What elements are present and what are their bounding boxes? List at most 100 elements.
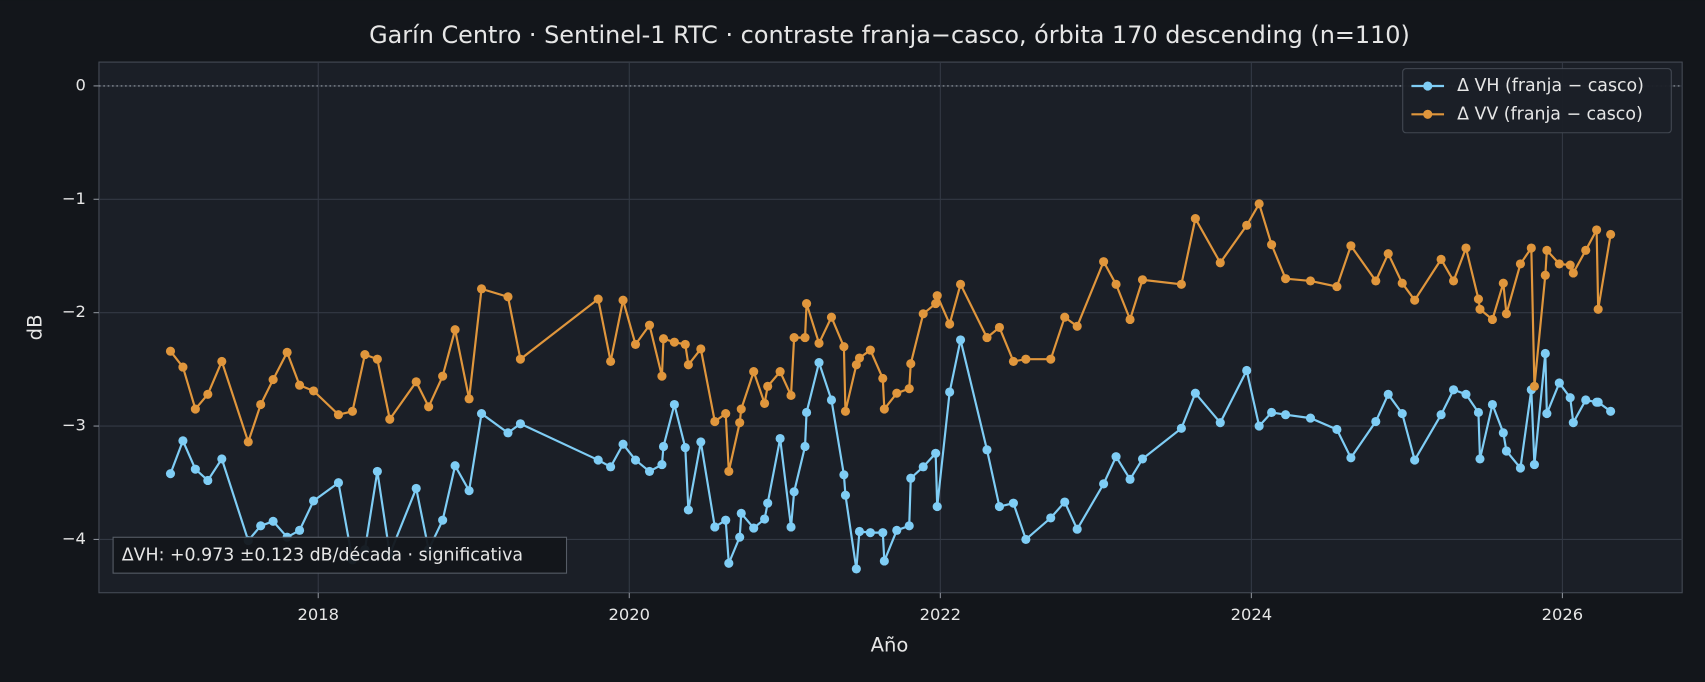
data-point <box>1397 409 1407 419</box>
data-point <box>1606 406 1616 416</box>
data-point <box>1475 304 1485 314</box>
data-point <box>178 436 188 446</box>
data-point <box>982 333 992 343</box>
data-point <box>1021 534 1031 545</box>
data-point <box>680 339 690 349</box>
data-point <box>735 532 745 542</box>
data-point <box>669 399 679 410</box>
data-point <box>1060 497 1070 507</box>
data-point <box>450 325 460 335</box>
data-point <box>1190 213 1200 224</box>
data-point <box>178 362 188 372</box>
data-point <box>630 455 641 465</box>
data-point <box>851 564 861 574</box>
data-point <box>775 367 785 377</box>
data-point <box>1565 393 1575 403</box>
data-point <box>906 359 916 369</box>
data-point <box>1176 279 1186 289</box>
data-point <box>945 387 955 397</box>
data-point <box>1592 225 1602 235</box>
data-point <box>464 394 474 404</box>
data-point <box>839 342 849 352</box>
y-tick-label: −4 <box>62 529 86 548</box>
data-point <box>906 473 916 483</box>
data-point <box>1540 348 1550 359</box>
data-point <box>826 395 837 405</box>
data-point <box>515 354 525 364</box>
data-point <box>424 402 434 412</box>
data-point <box>814 338 824 348</box>
data-point <box>904 384 914 394</box>
data-point <box>1215 418 1225 428</box>
data-point <box>593 294 603 304</box>
data-point <box>1072 321 1082 331</box>
data-point <box>994 322 1004 332</box>
data-point <box>789 487 799 497</box>
data-point <box>243 437 253 447</box>
x-tick-label: 2020 <box>609 605 650 624</box>
data-point <box>464 486 474 496</box>
legend-label: Δ VV (franja − casco) <box>1457 104 1643 124</box>
data-point <box>878 528 888 538</box>
data-point <box>763 381 773 391</box>
data-point <box>1473 407 1483 418</box>
data-point <box>932 291 942 301</box>
data-point <box>763 498 773 508</box>
data-point <box>203 389 213 399</box>
data-point <box>658 334 669 344</box>
legend-marker <box>1423 109 1433 119</box>
legend-label: Δ VH (franja − casco) <box>1457 76 1644 96</box>
data-point <box>1215 258 1225 268</box>
data-point <box>932 501 942 512</box>
data-point <box>1526 243 1536 253</box>
data-point <box>1305 413 1316 423</box>
annotation: ΔVH: +0.973 ±0.123 dB/década · significa… <box>122 546 523 566</box>
data-point <box>165 346 176 356</box>
data-point <box>669 337 679 347</box>
data-point <box>644 320 655 330</box>
y-tick-label: −2 <box>62 302 86 321</box>
data-point <box>1501 446 1511 456</box>
data-point <box>503 428 513 438</box>
data-point <box>256 521 266 531</box>
data-point <box>736 404 746 414</box>
data-point <box>438 371 448 381</box>
data-point <box>724 558 734 568</box>
annotation-box <box>112 536 568 574</box>
data-point <box>1554 259 1564 269</box>
data-point <box>1565 260 1575 270</box>
data-point <box>865 345 875 355</box>
data-point <box>680 443 690 453</box>
data-point <box>476 284 487 294</box>
data-point <box>802 299 812 309</box>
data-point <box>879 404 889 414</box>
x-tick-label: 2026 <box>1542 605 1583 624</box>
data-point <box>657 371 667 381</box>
data-point <box>372 466 382 476</box>
data-point <box>1332 424 1342 435</box>
data-point <box>268 374 278 385</box>
data-point <box>1410 455 1420 465</box>
data-point <box>1137 275 1148 285</box>
data-point <box>658 441 669 452</box>
data-point <box>1176 423 1186 433</box>
data-point <box>644 466 655 476</box>
data-point <box>1606 229 1616 239</box>
data-point <box>1515 259 1525 269</box>
data-point <box>1540 270 1550 280</box>
data-point <box>256 399 266 410</box>
data-point <box>1072 524 1082 534</box>
data-point <box>918 462 928 472</box>
data-point <box>1254 199 1264 209</box>
data-point <box>295 525 305 535</box>
data-point <box>1111 279 1121 289</box>
y-tick-label: 0 <box>76 75 86 94</box>
data-point <box>1046 354 1056 364</box>
data-point <box>749 367 759 377</box>
data-point <box>309 496 319 506</box>
data-point <box>1529 460 1539 470</box>
data-point <box>789 333 799 343</box>
data-point <box>786 390 796 401</box>
data-point <box>721 409 731 419</box>
x-tick-label: 2018 <box>297 605 338 624</box>
